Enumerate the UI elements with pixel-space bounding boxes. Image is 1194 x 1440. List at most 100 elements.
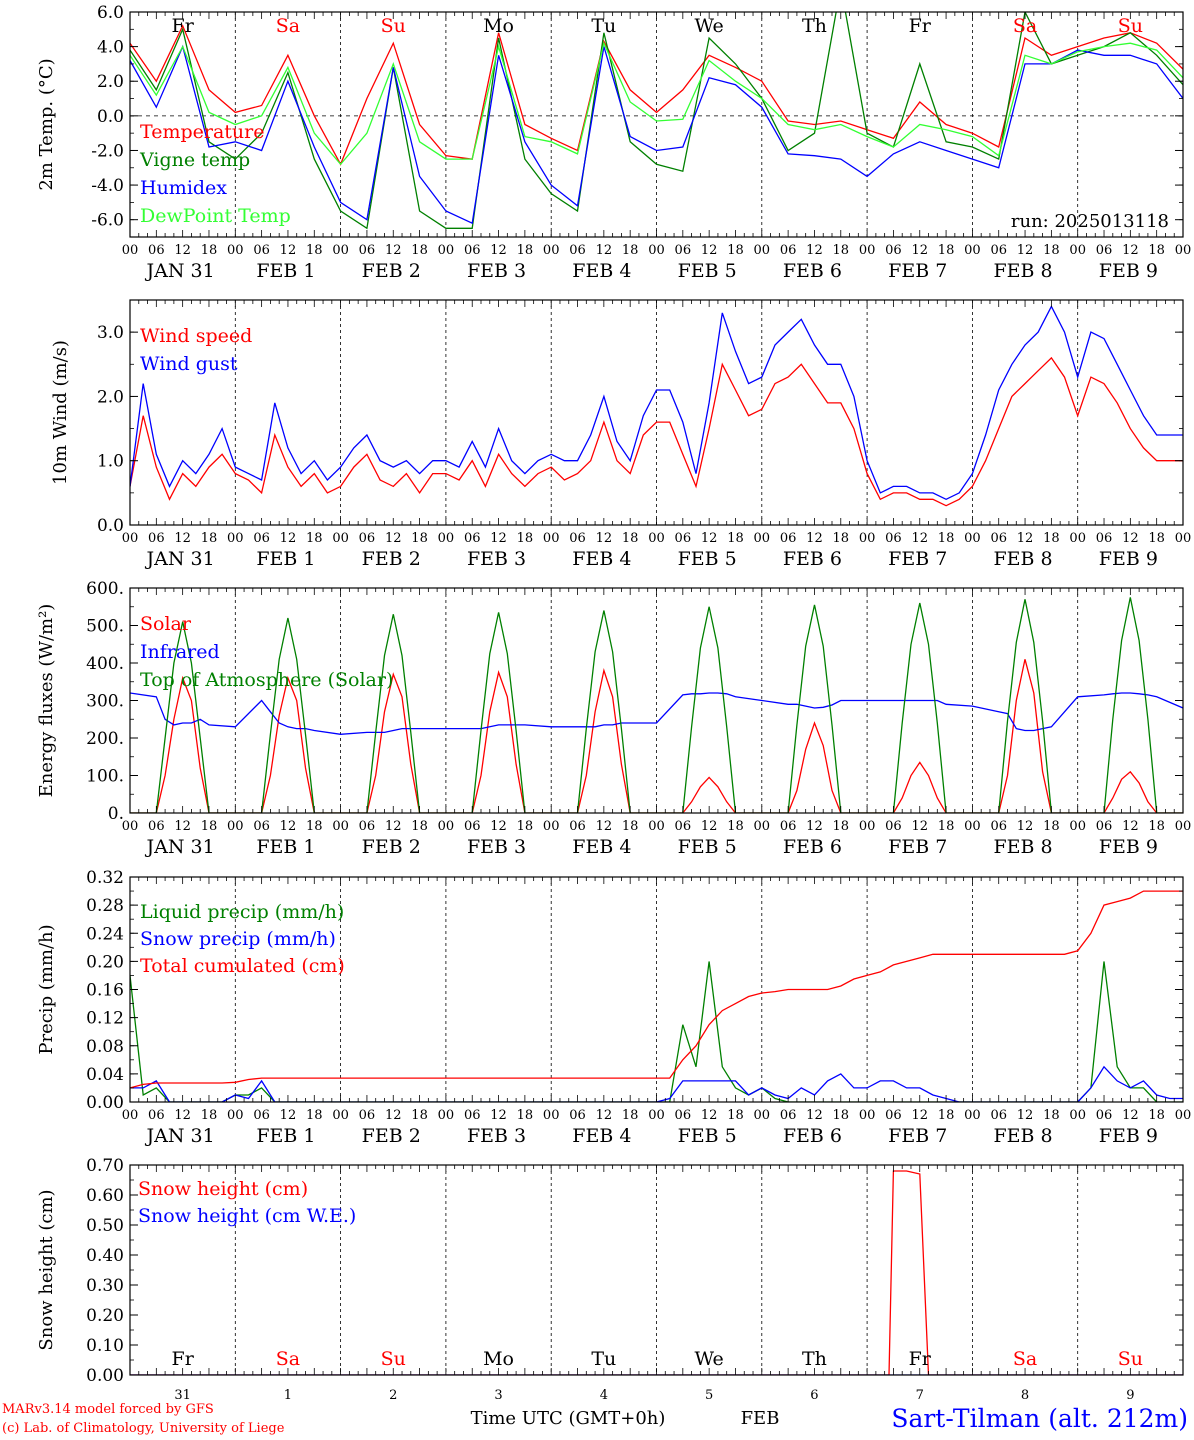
hour-label: 12	[174, 243, 191, 258]
hour-label: 00	[648, 243, 665, 258]
date-label: FEB 4	[572, 260, 631, 282]
date-label: FEB 4	[572, 836, 631, 858]
hour-label: 00	[543, 531, 560, 546]
date-label: FEB 6	[783, 548, 842, 570]
hour-label: 06	[253, 531, 270, 546]
hour-label: 00	[1175, 819, 1192, 834]
hour-label: 12	[1017, 1108, 1034, 1123]
hour-label: 06	[990, 531, 1007, 546]
hour-label: 18	[727, 243, 744, 258]
hour-label: 12	[1017, 243, 1034, 258]
hour-label: 12	[1122, 531, 1139, 546]
y-axis-label: Snow height (cm)	[36, 1189, 57, 1350]
hour-label: 18	[833, 819, 850, 834]
hour-label: 18	[1043, 243, 1060, 258]
hour-label: 12	[701, 1108, 718, 1123]
hour-label: 12	[911, 1108, 928, 1123]
hour-label: 06	[464, 243, 481, 258]
hour-label: 06	[464, 1108, 481, 1123]
hour-label: 18	[622, 243, 639, 258]
hour-label: 12	[280, 531, 297, 546]
y-tick-label: 0.12	[86, 1009, 124, 1029]
hour-label: 06	[885, 243, 902, 258]
hour-label: 18	[411, 1108, 428, 1123]
hour-label: 18	[517, 1108, 534, 1123]
hour-label: 12	[911, 819, 928, 834]
hour-label: 00	[332, 819, 349, 834]
panels: 6.0 4.0 2.0 0.0 -2.0 -4.0 -6.0 2m Temp. (°C) Tem…	[36, 3, 1192, 1403]
hour-label: 12	[701, 531, 718, 546]
hour-label: 00	[227, 531, 244, 546]
hour-label: 12	[385, 819, 402, 834]
series-line-1	[130, 24, 1183, 166]
hour-label: 18	[1148, 531, 1165, 546]
date-label: FEB 7	[888, 548, 947, 570]
y-tick-label: 1.0	[97, 452, 124, 472]
hour-label: 00	[122, 819, 139, 834]
hour-label: 00	[648, 531, 665, 546]
date-label: FEB 6	[783, 260, 842, 282]
hour-label: 06	[148, 243, 165, 258]
day-number: 3	[494, 1388, 502, 1403]
hour-label: 00	[122, 243, 139, 258]
y-tick-label: 6.0	[97, 3, 124, 23]
hour-label: 00	[438, 531, 455, 546]
hour-label: 06	[780, 1108, 797, 1123]
hour-label: 12	[596, 531, 613, 546]
series-line-1	[130, 961, 1183, 1102]
date-label: FEB 9	[1099, 548, 1158, 570]
hour-label: 12	[174, 819, 191, 834]
hour-label: 00	[332, 1108, 349, 1123]
y-tick-label: 0.0	[97, 107, 124, 127]
hour-label: 06	[253, 1108, 270, 1123]
y-tick-label: 0.30	[86, 1276, 124, 1296]
hour-label: 12	[1017, 531, 1034, 546]
hour-label: 00	[332, 531, 349, 546]
day-number: 1	[284, 1388, 292, 1403]
hour-label: 06	[1096, 531, 1113, 546]
hour-label: 00	[122, 1108, 139, 1123]
legend-entry: Wind gust	[140, 353, 238, 375]
day-number: 9	[1126, 1388, 1134, 1403]
y-tick-label: 0.04	[86, 1065, 124, 1085]
hour-label: 06	[359, 531, 376, 546]
hour-label: 06	[569, 243, 586, 258]
day-name: Tu	[591, 15, 616, 37]
hour-label: 18	[938, 1108, 955, 1123]
day-number: 8	[1021, 1388, 1029, 1403]
hour-label: 00	[543, 243, 560, 258]
date-label: FEB 1	[256, 836, 315, 858]
hour-label: 00	[543, 819, 560, 834]
figure-footer: MARv3.14 model forced by GFS (c) Lab. of…	[2, 1402, 1188, 1436]
date-label: FEB 6	[783, 836, 842, 858]
y-tick-label: 3.0	[97, 323, 124, 343]
hour-label: 06	[885, 531, 902, 546]
hour-label: 00	[438, 243, 455, 258]
hour-label: 12	[1122, 243, 1139, 258]
hour-label: 00	[754, 819, 771, 834]
hour-label: 12	[385, 531, 402, 546]
chart-panel-4: 0.32 0.28 0.24 0.20 0.16 0.12 0.08 0.04 0.00 Prec…	[36, 868, 1191, 1147]
plot-frame	[129, 11, 1184, 238]
y-tick-label: 0.40	[86, 1246, 124, 1266]
hour-label: 06	[1096, 1108, 1113, 1123]
hour-label: 18	[1043, 531, 1060, 546]
legend-entry: Humidex	[140, 177, 227, 199]
hour-label: 06	[148, 819, 165, 834]
date-label: FEB 4	[572, 1125, 631, 1147]
hour-label: 00	[122, 531, 139, 546]
y-tick-label: 0.70	[86, 1156, 124, 1176]
hour-label: 12	[385, 243, 402, 258]
date-label: FEB 3	[467, 260, 526, 282]
date-label: FEB 1	[256, 1125, 315, 1147]
date-label: JAN 31	[145, 1125, 215, 1147]
y-axis-label: Precip (mm/h)	[36, 924, 57, 1054]
y-tick-label: -4.0	[91, 176, 124, 196]
date-label: FEB 9	[1099, 260, 1158, 282]
hour-label: 06	[780, 531, 797, 546]
series-line-2	[130, 12, 1183, 230]
day-name: Mo	[483, 1348, 514, 1370]
day-name: Su	[381, 15, 406, 37]
hour-label: 18	[411, 243, 428, 258]
hour-label: 12	[806, 531, 823, 546]
